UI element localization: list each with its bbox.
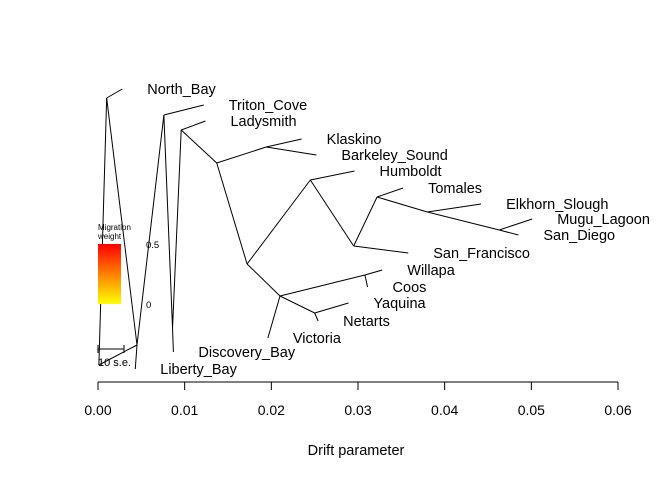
tip-label: Klaskino bbox=[327, 132, 382, 148]
tip-label: Tomales bbox=[428, 181, 482, 197]
legend-high-label: 0.5 bbox=[146, 240, 159, 251]
tree-edge bbox=[172, 129, 182, 329]
tree-edge bbox=[98, 344, 138, 366]
tree-edge bbox=[266, 138, 302, 148]
tree-edge bbox=[376, 196, 428, 213]
tree-edge bbox=[364, 274, 369, 288]
tree-edge bbox=[180, 129, 218, 164]
tree-edge bbox=[163, 114, 174, 329]
tip-label: Liberty_Bay bbox=[160, 362, 237, 378]
tip-label: Humboldt bbox=[380, 164, 442, 180]
tree-edge bbox=[216, 162, 248, 265]
tree-edge bbox=[98, 97, 108, 366]
tip-label: North_Bay bbox=[147, 82, 216, 98]
tree-edge bbox=[172, 327, 174, 353]
tip-label: San_Francisco bbox=[433, 246, 530, 262]
x-tick-label: 0.04 bbox=[431, 402, 458, 418]
tree-edge bbox=[216, 146, 267, 164]
tip-label: Netarts bbox=[343, 314, 390, 330]
legend-low-label: 0 bbox=[146, 300, 151, 311]
tree-edge bbox=[266, 146, 317, 156]
tree-edge bbox=[267, 295, 281, 339]
tree-edge bbox=[310, 170, 355, 181]
x-tick-label: 0.01 bbox=[171, 402, 198, 418]
tree-edge bbox=[181, 120, 206, 131]
tip-label: Barkeley_Sound bbox=[341, 148, 447, 164]
x-tick-label: 0.03 bbox=[344, 402, 371, 418]
tip-label: Triton_Cove bbox=[229, 98, 307, 114]
tip-label: Elkhorn_Slough bbox=[506, 197, 608, 213]
x-axis: 0.00 0.01 0.02 0.03 0.04 0.05 0.06 bbox=[84, 381, 632, 418]
tip-label: Coos bbox=[393, 280, 427, 296]
tree-edge bbox=[364, 269, 383, 276]
tree-edge bbox=[163, 104, 204, 116]
tree-edge bbox=[246, 179, 311, 265]
x-tick-label: 0.02 bbox=[258, 402, 285, 418]
tree-edge bbox=[279, 274, 366, 297]
tip-label: San_Diego bbox=[543, 228, 615, 244]
tip-label: Ladysmith bbox=[230, 114, 296, 130]
tree-edge bbox=[427, 211, 500, 231]
tree-edge bbox=[106, 97, 138, 346]
x-axis-title: Drift parameter bbox=[308, 443, 405, 459]
tree-edge bbox=[499, 229, 519, 236]
legend-title-line2: weight bbox=[97, 232, 122, 241]
tip-label: Discovery_Bay bbox=[198, 345, 295, 361]
tree-edge bbox=[309, 179, 355, 247]
tree-edge bbox=[246, 263, 281, 297]
x-tick-label: 0.05 bbox=[518, 402, 545, 418]
tree-edge bbox=[353, 245, 409, 254]
tree-edge bbox=[427, 203, 482, 213]
tip-label: Willapa bbox=[407, 263, 455, 279]
tip-label: Victoria bbox=[293, 331, 342, 347]
tree-edges bbox=[98, 88, 533, 370]
tree-edge bbox=[279, 295, 315, 314]
tree-edge bbox=[499, 218, 533, 231]
tree-edge bbox=[353, 196, 378, 247]
legend-title-line1: Migration bbox=[98, 223, 131, 232]
x-tick-label: 0.00 bbox=[84, 402, 111, 418]
tree-edge bbox=[314, 302, 349, 314]
tree-edge bbox=[106, 88, 123, 99]
tip-label: Yaquina bbox=[373, 296, 426, 312]
migration-legend: Migration weight 0.5 0 bbox=[97, 223, 159, 311]
legend-color-bar bbox=[98, 244, 121, 304]
tree-edge bbox=[314, 312, 319, 322]
tip-label: Mugu_Lagoon bbox=[557, 212, 650, 228]
scale-bar: 10 s.e. bbox=[97, 345, 131, 369]
tree-edge bbox=[376, 187, 404, 198]
x-tick-label: 0.06 bbox=[604, 402, 631, 418]
scale-bar-label: 10 s.e. bbox=[98, 357, 131, 369]
tree-edge bbox=[136, 114, 165, 346]
tree-edge bbox=[134, 344, 138, 370]
